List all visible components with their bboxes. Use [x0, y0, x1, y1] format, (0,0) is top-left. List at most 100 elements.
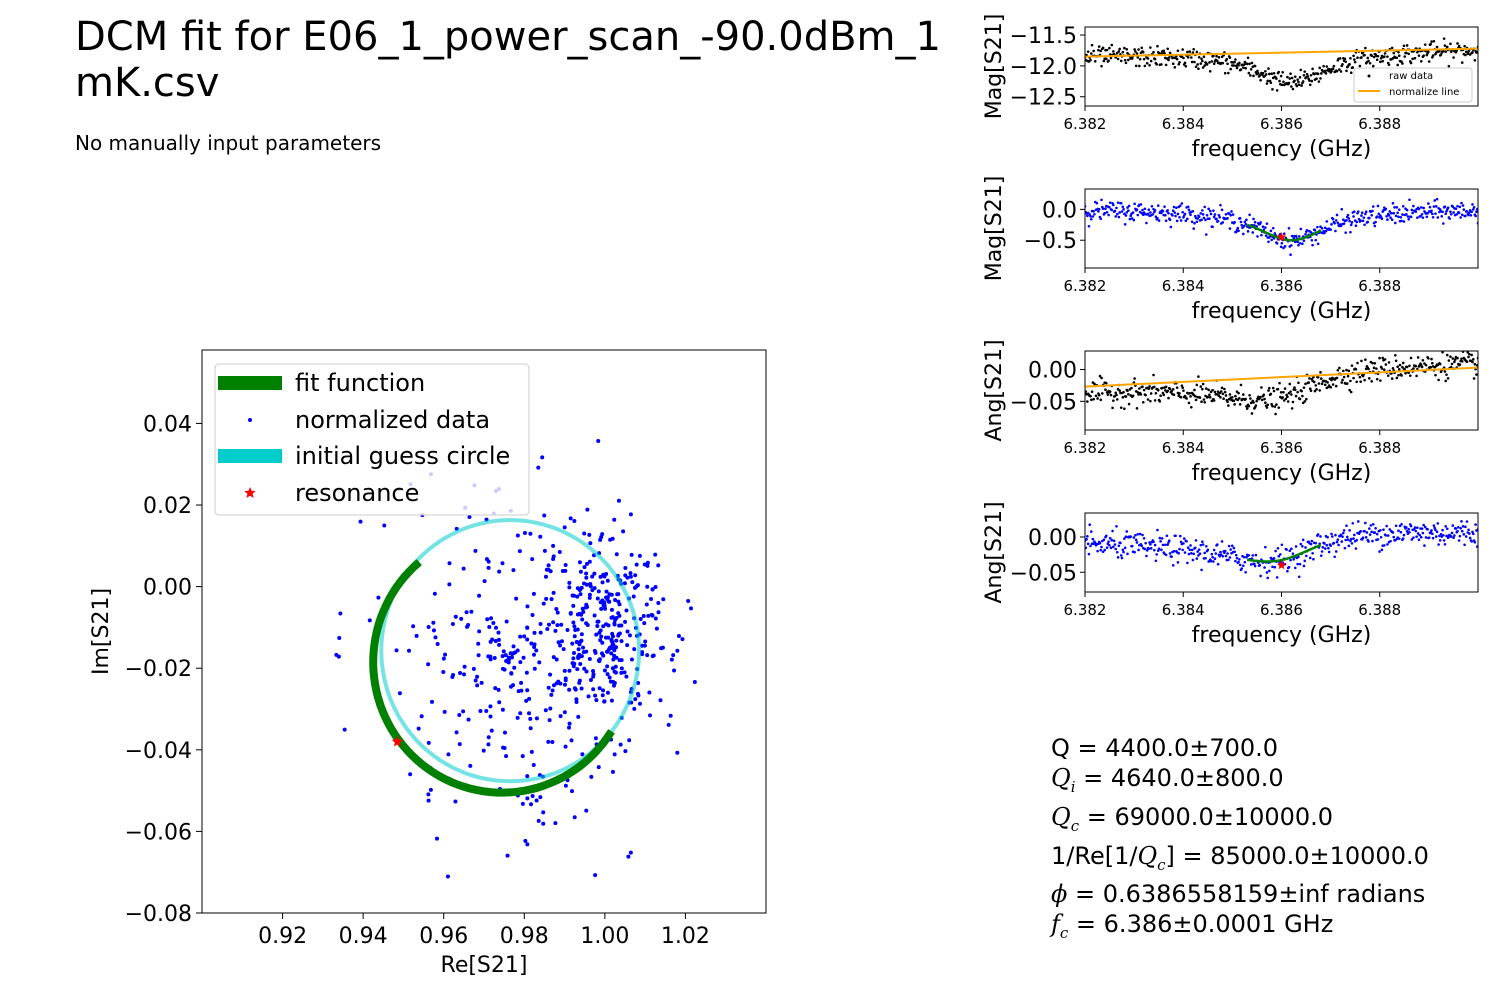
iq-data-point — [563, 783, 568, 788]
iq-data-point — [675, 750, 680, 755]
mag-norm-point — [1245, 218, 1248, 222]
ang-norm-x-axis-label: frequency (GHz) — [1192, 623, 1372, 648]
ang-norm-point — [1415, 535, 1418, 538]
ang-norm-point — [1245, 556, 1248, 559]
iq-data-point — [600, 693, 605, 698]
ang-norm-point — [1434, 535, 1438, 538]
ang-raw-point — [1271, 386, 1275, 390]
mag-raw-point — [1306, 75, 1310, 78]
mag-raw-point — [1130, 57, 1134, 60]
mag-raw-point — [1293, 79, 1296, 83]
mag-norm-point — [1348, 219, 1351, 223]
mag-raw-point — [1223, 71, 1227, 75]
ang-raw-point — [1230, 395, 1234, 399]
ang-norm-point — [1091, 537, 1095, 541]
mag-norm-point — [1181, 210, 1184, 214]
fit-results: Q = 4400.0±700.0 Qi = 4640.0±800.0 Qc = … — [1051, 733, 1429, 948]
mag-raw-point — [1473, 59, 1477, 62]
ang-raw-point — [1445, 353, 1449, 357]
ang-raw-point — [1260, 386, 1263, 389]
ang-raw-point — [1098, 374, 1102, 378]
iq-data-point — [528, 716, 533, 721]
iq-data-point — [627, 738, 632, 743]
mag-raw-point — [1375, 58, 1379, 62]
mag-norm-point — [1217, 213, 1221, 217]
mag-raw-point — [1162, 49, 1166, 53]
mag-raw-point — [1452, 56, 1455, 59]
ang-norm-point — [1191, 558, 1195, 562]
iq-data-point — [668, 713, 673, 718]
mag-raw-point — [1263, 74, 1266, 78]
ang-raw-point — [1180, 384, 1184, 387]
ang-norm-point — [1291, 552, 1295, 555]
mag-norm-point — [1316, 225, 1319, 229]
ang-norm-point — [1197, 554, 1200, 557]
ang-raw-point — [1286, 400, 1290, 403]
ang-raw-point — [1327, 384, 1331, 387]
ang-raw-point — [1315, 388, 1318, 391]
iq-data-point — [497, 569, 502, 574]
mag-raw-point — [1156, 44, 1159, 48]
ang-raw-point — [1159, 394, 1162, 398]
ang-raw-point — [1475, 364, 1478, 367]
ang-raw-point — [1290, 407, 1294, 410]
ang-raw-point — [1136, 391, 1140, 394]
ang-raw-point — [1395, 376, 1399, 380]
iq-data-point — [530, 557, 535, 562]
iq-data-point — [675, 648, 680, 653]
ang-norm-point — [1112, 545, 1115, 549]
mag-norm-point — [1360, 214, 1363, 217]
iq-data-point — [465, 624, 470, 629]
iq-data-point — [441, 670, 446, 675]
iq-resonance-marker — [391, 735, 404, 747]
iq-data-point — [532, 666, 537, 671]
ang-norm-point — [1432, 524, 1436, 527]
mag-norm-point — [1419, 206, 1423, 209]
mag-norm-point — [1150, 204, 1154, 208]
mag-norm-point — [1180, 202, 1184, 205]
iq-data-point — [646, 613, 651, 618]
mag-norm-point — [1184, 219, 1188, 223]
mag-norm-point — [1127, 204, 1131, 208]
ang-norm-y-tick-label: 0.00 — [1028, 526, 1077, 551]
iq-data-point — [596, 619, 601, 624]
ang-norm-point — [1308, 556, 1312, 560]
ang-raw-point — [1265, 406, 1269, 409]
mag-norm-point — [1371, 209, 1374, 213]
mag-raw-point — [1235, 66, 1239, 70]
ang-raw-point — [1405, 365, 1409, 369]
mag-norm-point — [1248, 213, 1251, 217]
ang-raw-point — [1153, 385, 1156, 389]
mag-norm-point — [1252, 217, 1255, 221]
iq-data-point — [577, 560, 582, 565]
ang-norm-point — [1423, 544, 1426, 547]
mag-norm-point — [1376, 204, 1380, 208]
ang-raw-point — [1382, 368, 1386, 372]
iq-x-tick-label: 0.94 — [339, 924, 388, 949]
ang-norm-point — [1294, 545, 1298, 548]
ang-norm-point — [1123, 537, 1126, 540]
mag-norm-point — [1207, 207, 1210, 211]
ang-norm-point — [1446, 536, 1450, 540]
ang-raw-point — [1138, 387, 1141, 390]
ang-raw-point — [1204, 387, 1208, 390]
iq-data-point — [416, 726, 421, 731]
mag-norm-point — [1242, 224, 1246, 228]
iq-data-point — [579, 686, 584, 691]
ang-raw-point — [1302, 386, 1306, 389]
ang-norm-point — [1104, 534, 1108, 538]
ang-raw-point — [1270, 402, 1273, 406]
iq-data-point — [426, 662, 431, 667]
ang-raw-point — [1466, 351, 1470, 354]
ang-norm-point — [1445, 534, 1448, 538]
ang-norm-point — [1143, 547, 1147, 551]
ang-raw-point — [1126, 389, 1129, 393]
ang-norm-point — [1343, 546, 1347, 550]
iq-data-point — [607, 592, 612, 597]
mag-norm-point — [1149, 211, 1152, 214]
result-qc: Qc = 69000.0±10000.0 — [1051, 802, 1334, 835]
mag-norm-point — [1384, 207, 1388, 211]
iq-data-point — [616, 599, 621, 604]
ang-norm-point — [1155, 553, 1158, 556]
mag-norm-point — [1093, 212, 1096, 216]
